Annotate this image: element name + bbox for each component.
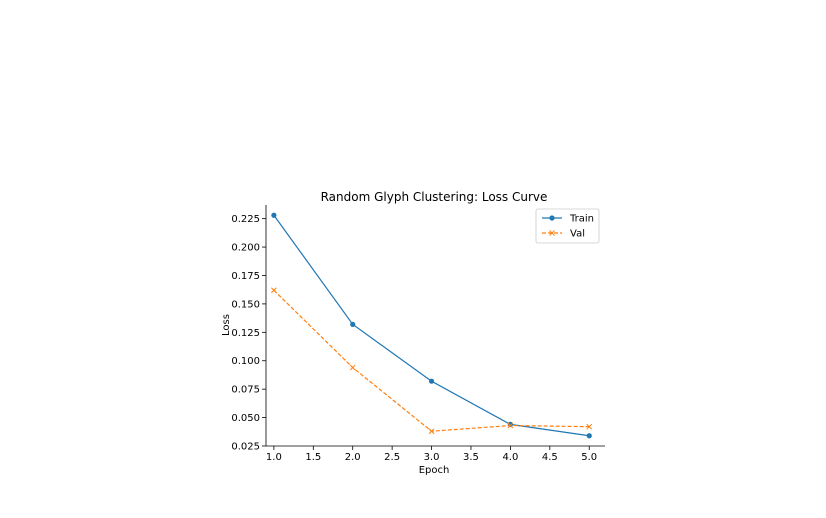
x-tick-label: 4.5 (542, 452, 558, 463)
data-point-val (271, 287, 277, 294)
x-tick-label: 3.5 (463, 452, 479, 463)
y-tick-label: 0.075 (231, 385, 260, 396)
x-tick-label: 1.5 (305, 452, 321, 463)
y-tick-label: 0.200 (231, 243, 260, 254)
x-tick-label: 1.0 (266, 452, 282, 463)
data-point-train (586, 433, 592, 439)
legend: Train Val (535, 208, 600, 244)
x-tick-label: 2.0 (345, 452, 361, 463)
data-point-train (271, 212, 277, 218)
chart-title: Random Glyph Clustering: Loss Curve (321, 190, 548, 204)
y-tick-label: 0.150 (231, 299, 260, 310)
data-point-val (507, 422, 514, 429)
data-point-val (349, 364, 356, 371)
x-ticks: 1.0 1.5 2.0 2.5 3.0 3.5 4.0 4.5 5.0 (266, 446, 597, 463)
x-axis-label: Epoch (419, 465, 450, 476)
y-tick-label: 0.025 (231, 442, 260, 453)
data-point-train (350, 321, 356, 327)
y-ticks: 0.025 0.050 0.075 0.100 0.125 0.150 0.175 0.200… (231, 214, 266, 453)
x-tick-label: 4.0 (502, 452, 518, 463)
y-tick-label: 0.050 (231, 413, 260, 424)
series-line-train (273, 214, 590, 437)
x-tick-label: 2.5 (384, 452, 400, 463)
y-tick-label: 0.100 (231, 356, 260, 367)
data-point-val (586, 423, 593, 430)
series-layer (271, 212, 593, 439)
data-point-val (428, 428, 435, 435)
y-tick-label: 0.225 (231, 214, 260, 225)
legend-label-train: Train (569, 214, 594, 225)
data-point-train (428, 378, 435, 384)
y-tick-label: 0.125 (231, 328, 260, 339)
x-tick-label: 3.0 (424, 452, 440, 463)
series-line-val (273, 289, 590, 432)
y-tick-label: 0.175 (231, 271, 260, 282)
legend-marker-train (549, 215, 555, 221)
legend-label-val: Val (570, 229, 585, 240)
y-axis-label: Loss (221, 314, 232, 336)
x-tick-label: 5.0 (581, 452, 597, 463)
axes (265, 205, 605, 447)
legend-marker-val (549, 230, 555, 236)
